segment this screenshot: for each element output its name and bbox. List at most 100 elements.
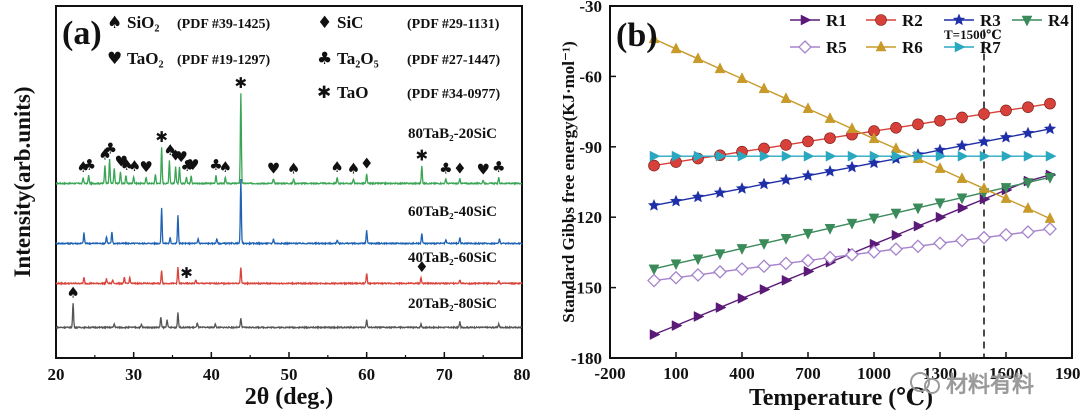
x-tick-label: 1900 <box>1055 364 1080 383</box>
legend-phase: Ta₂O₅ <box>337 49 379 68</box>
data-point <box>1021 225 1035 239</box>
xrd-traces <box>55 93 523 330</box>
data-point <box>977 135 991 147</box>
data-point <box>934 114 946 127</box>
x-tick-label: 50 <box>281 365 298 384</box>
x-tick-label: 30 <box>125 365 142 384</box>
y-tick-label: -30 <box>579 0 602 16</box>
data-point <box>714 249 726 261</box>
data-point <box>847 150 859 162</box>
x-tick-label: 20 <box>48 365 65 384</box>
panel-b-ticks: -2001004007001000130016001900-30-60-90-1… <box>571 0 1080 383</box>
phase-marker: ♠ <box>219 158 232 176</box>
data-point <box>824 132 836 144</box>
data-point <box>1001 150 1013 162</box>
data-point <box>891 229 903 241</box>
data-point <box>647 273 661 288</box>
panel-b-y-axis-title: Standard Gibbs free energy(KJ·mol⁻¹) <box>559 41 578 323</box>
legend-pdf: (PDF #34-0977) <box>407 87 501 102</box>
data-point <box>671 150 683 162</box>
phase-marker: ♣ <box>492 158 505 176</box>
phase-marker: ♥ <box>267 159 280 177</box>
data-point <box>648 32 660 44</box>
panel-b-gibbs: -2001004007001000130016001900-30-60-90-1… <box>559 0 1080 411</box>
data-point <box>780 234 792 245</box>
data-point <box>779 256 793 271</box>
y-tick-label: -180 <box>571 349 602 368</box>
data-point <box>955 139 969 152</box>
y-tick-label: -150 <box>571 279 602 298</box>
data-point <box>1043 122 1057 135</box>
data-point <box>869 150 881 162</box>
data-point <box>691 190 705 203</box>
x-tick-label: 1000 <box>857 364 891 383</box>
series-r7 <box>649 150 1057 162</box>
xrd-series-label: 80TaB₂-20SiC <box>408 126 497 142</box>
data-point <box>954 41 966 53</box>
data-point <box>692 254 704 266</box>
panel-a-x-axis-title: 2θ (deg.) <box>245 384 334 410</box>
data-point <box>1021 15 1033 27</box>
panel-b-frame <box>609 5 1073 359</box>
y-tick-label: -90 <box>579 138 602 157</box>
phase-marker: ♦ <box>169 147 182 165</box>
data-point <box>935 211 947 223</box>
data-point <box>735 182 749 194</box>
panel-a-label: (a) <box>62 15 102 52</box>
series-r4 <box>648 173 1056 276</box>
data-point <box>759 150 771 162</box>
data-point <box>912 118 924 131</box>
data-point <box>890 142 902 153</box>
x-tick-label: 100 <box>663 364 689 383</box>
data-point <box>1022 178 1034 190</box>
data-point <box>780 92 792 103</box>
data-point <box>715 302 727 313</box>
panel-a-x-ticks: 20 30 40 50 60 70 80 <box>48 352 531 384</box>
data-point <box>692 52 704 64</box>
legend-phase: TaO <box>337 83 369 102</box>
data-point <box>713 264 727 279</box>
legend-symbol: ♥ <box>107 49 122 69</box>
legend-label: R7 <box>980 38 1001 57</box>
watermark: 材料有料 <box>910 372 1034 398</box>
data-point <box>978 108 990 120</box>
data-point <box>999 227 1013 242</box>
data-point <box>803 150 815 162</box>
phase-marker: ♠ <box>287 159 300 177</box>
data-point <box>802 228 814 240</box>
phase-marker: ♠ <box>66 284 79 302</box>
data-point <box>1022 201 1034 213</box>
data-point <box>736 244 748 255</box>
x-tick-label: -200 <box>594 364 625 383</box>
data-point <box>1000 192 1012 203</box>
xrd-trace <box>55 179 523 246</box>
data-point <box>891 150 903 162</box>
data-point <box>934 162 946 173</box>
legend-phase: SiO₂ <box>127 13 160 32</box>
legend-symbol: ♠ <box>107 13 122 33</box>
phase-marker: ♣ <box>104 140 117 158</box>
data-point <box>671 320 683 332</box>
data-point <box>956 193 968 205</box>
data-point <box>669 270 683 285</box>
watermark-icon <box>910 372 930 392</box>
data-point <box>713 186 727 199</box>
xrd-trace <box>55 266 523 286</box>
phase-marker: ♣ <box>439 159 452 177</box>
data-point <box>999 130 1013 143</box>
series-r3 <box>647 122 1057 211</box>
data-point <box>714 62 726 74</box>
data-point <box>693 150 705 162</box>
legend-entry: ♣ Ta₂O₅ (PDF #27-1447) <box>317 49 501 69</box>
data-point <box>846 218 858 230</box>
reference-line-label: T=1500℃ <box>944 27 1002 42</box>
phase-marker: ✱ <box>180 264 193 282</box>
data-point <box>955 233 969 248</box>
x-tick-label: 80 <box>514 365 531 384</box>
legend-label: R3 <box>980 11 1001 30</box>
legend-entry: ♦ SiC (PDF #29-1131) <box>317 13 500 33</box>
legend-entry: ✱ TaO (PDF #34-0977) <box>317 83 501 103</box>
legend-entry: ♥ TaO₂ (PDF #19-1297) <box>107 49 271 69</box>
data-point <box>759 284 771 295</box>
phase-marker: ♥ <box>186 156 199 174</box>
